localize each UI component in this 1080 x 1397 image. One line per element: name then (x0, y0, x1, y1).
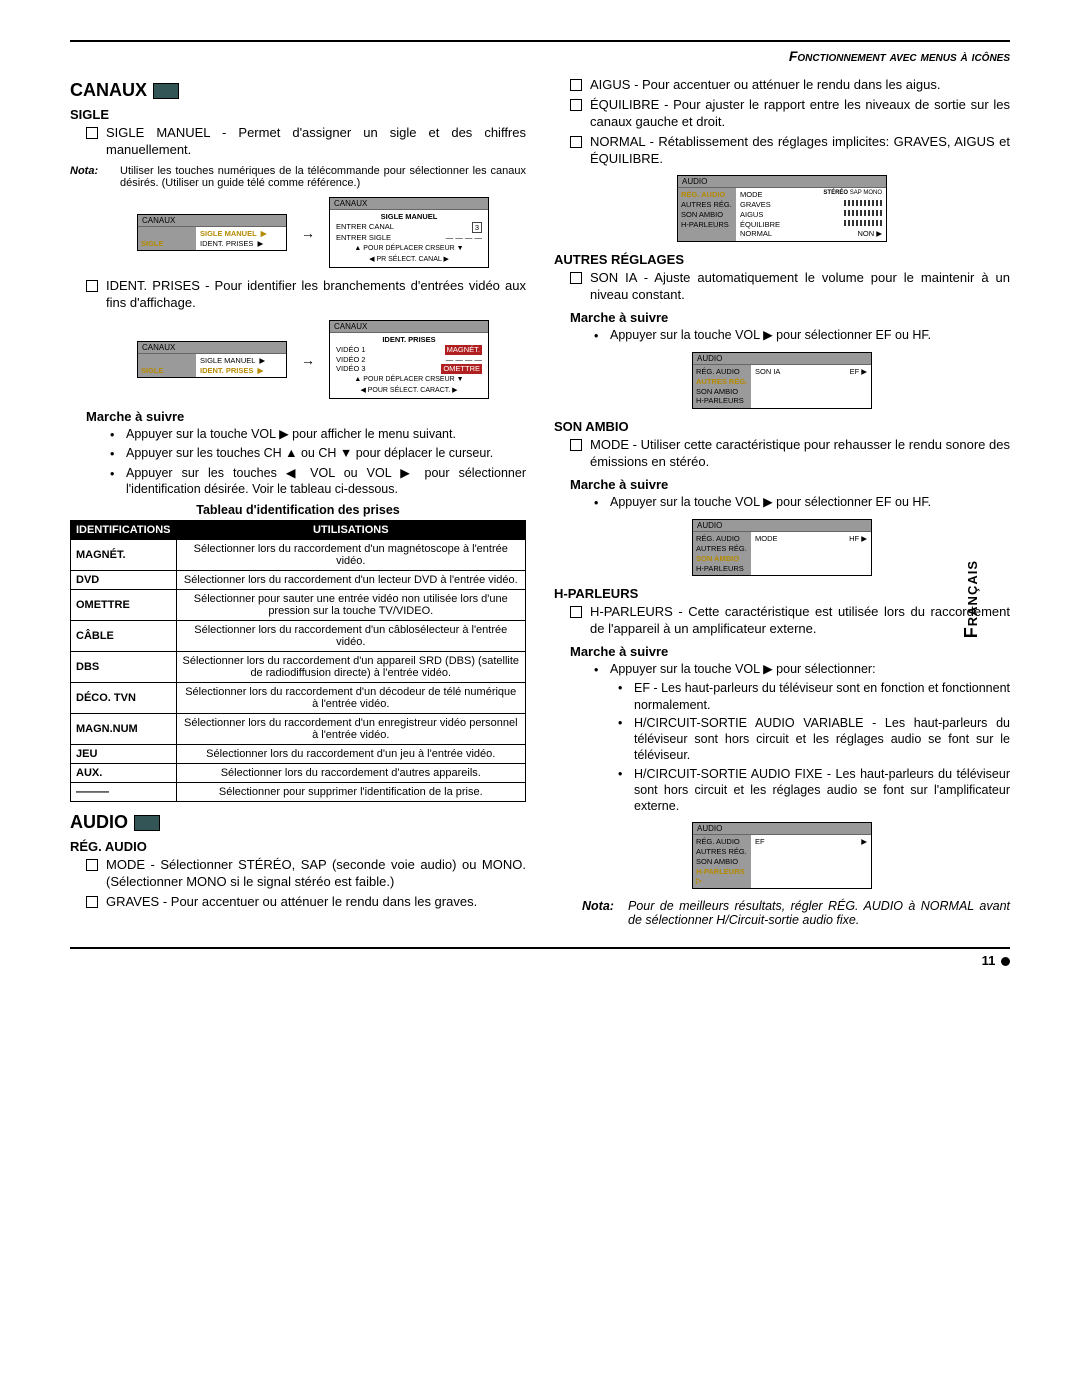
sonambio-marche: Marche à suivre (570, 477, 1010, 492)
sonambio-item1: MODE - Utiliser cette caractéristique po… (570, 437, 1010, 471)
sigle-heading: SIGLE (70, 107, 526, 122)
reg-item3: AIGUS - Pour accentuer ou atténuer le re… (570, 77, 1010, 94)
marche-b3: •Appuyer sur les touches ◀ VOL ou VOL ▶ … (110, 465, 526, 498)
reg-audio-fig: AUDIO RÉG. AUDIOAUTRES RÉG.SON AMBIOH-PA… (554, 175, 1010, 242)
autres-heading: AUTRES RÉGLAGES (554, 252, 1010, 267)
hparleurs-sb3: •H/CIRCUIT-SORTIE AUDIO FIXE - Les haut-… (618, 766, 1010, 815)
hparleurs-nota: Nota: Pour de meilleurs résultats, régle… (582, 899, 1010, 927)
sonambio-fig: AUDIO RÉG. AUDIOAUTRES RÉG.SON AMBIOH-PA… (554, 519, 1010, 576)
marche-b2: •Appuyer sur les touches CH ▲ ou CH ▼ po… (110, 445, 526, 462)
hparleurs-item1: H-PARLEURS - Cette caractéristique est u… (570, 604, 1010, 638)
autres-item1: SON IA - Ajuste automatiquement le volum… (570, 270, 1010, 304)
audio-heading: AUDIO (70, 812, 526, 833)
sigle-nota: Nota: Utiliser les touches numériques de… (70, 165, 526, 189)
sonambio-heading: SON AMBIO (554, 419, 1010, 434)
marche-b1: •Appuyer sur la touche VOL ▶ pour affich… (110, 426, 526, 443)
sigle-fig2: CANAUX SIGLE SIGLE MANUEL ▶IDENT. PRISES… (100, 320, 526, 399)
hparleurs-sb2: •H/CIRCUIT-SORTIE AUDIO VARIABLE - Les h… (618, 715, 1010, 764)
reg-audio-heading: RÉG. AUDIO (70, 839, 526, 854)
id-table: IDENTIFICATIONSUTILISATIONS MAGNÉT.Sélec… (70, 520, 526, 802)
hparleurs-b1: •Appuyer sur la touche VOL ▶ pour sélect… (594, 661, 1010, 678)
audio-icon (134, 815, 160, 831)
autres-marche: Marche à suivre (570, 310, 1010, 325)
reg-item5: NORMAL - Rétablissement des réglages imp… (570, 134, 1010, 168)
sigle-item-1: SIGLE MANUEL - Permet d'assigner un sigl… (86, 125, 526, 159)
marche-heading-1: Marche à suivre (86, 409, 526, 424)
hparleurs-heading: H-PARLEURS (554, 586, 1010, 601)
page-number: 11 (70, 953, 1010, 968)
canaux-icon (153, 83, 179, 99)
sigle-item-2: IDENT. PRISES - Pour identifier les bran… (86, 278, 526, 312)
hparleurs-marche: Marche à suivre (570, 644, 1010, 659)
page-header: Fonctionnement avec menus à icônes (70, 48, 1010, 64)
sonambio-b1: •Appuyer sur la touche VOL ▶ pour sélect… (594, 494, 1010, 511)
canaux-heading: CANAUX (70, 80, 526, 101)
hparleurs-fig: AUDIO RÉG. AUDIOAUTRES RÉG.SON AMBIOH-PA… (554, 822, 1010, 889)
arrow-icon: → (301, 352, 315, 368)
reg-item4: ÉQUILIBRE - Pour ajuster le rapport entr… (570, 97, 1010, 131)
language-tab: Français (961, 560, 982, 638)
reg-item2: GRAVES - Pour accentuer ou atténuer le r… (86, 894, 526, 911)
table-title: Tableau d'identification des prises (70, 503, 526, 517)
autres-b1: •Appuyer sur la touche VOL ▶ pour sélect… (594, 327, 1010, 344)
hparleurs-sb1: •EF - Les haut-parleurs du téléviseur so… (618, 680, 1010, 713)
arrow-icon: → (301, 225, 315, 241)
autres-fig: AUDIO RÉG. AUDIOAUTRES RÉG.SON AMBIOH-PA… (554, 352, 1010, 409)
sigle-fig1: CANAUX SIGLE SIGLE MANUEL ▶IDENT. PRISES… (100, 197, 526, 268)
reg-item1: MODE - Sélectionner STÉRÉO, SAP (seconde… (86, 857, 526, 891)
